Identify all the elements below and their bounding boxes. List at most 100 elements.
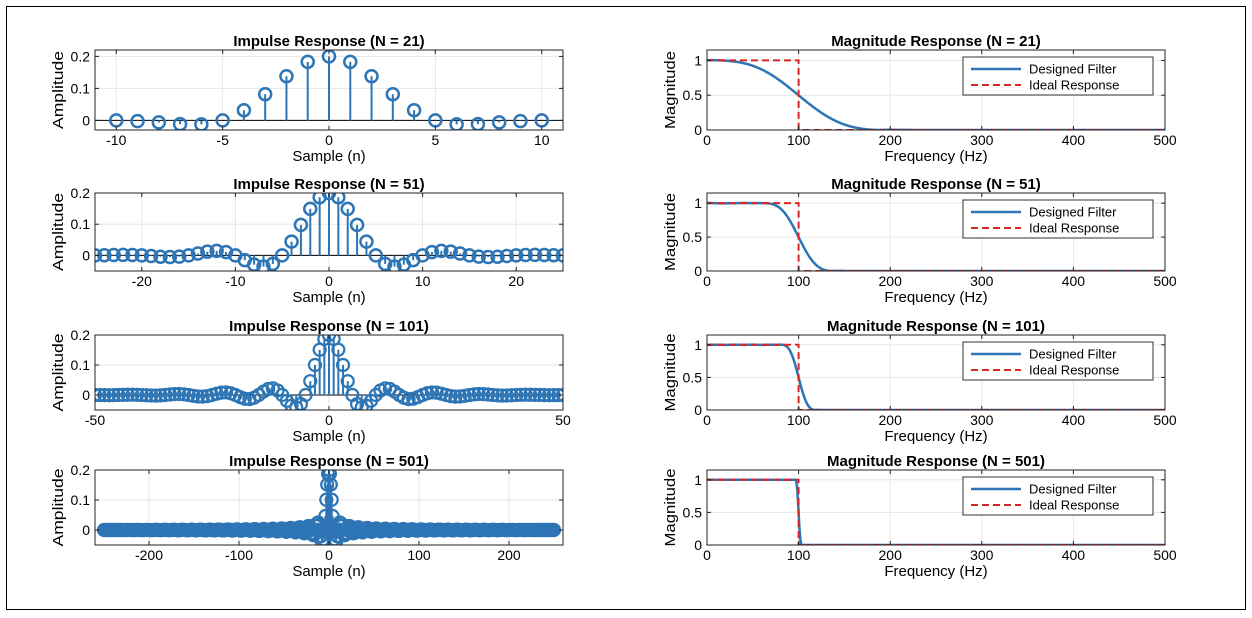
x-tick-label: 0 (703, 132, 711, 148)
x-tick-label: 500 (1153, 412, 1177, 428)
stem-marker (143, 248, 159, 264)
stem-marker (162, 387, 177, 402)
stem-marker (298, 387, 313, 403)
y-tick-label: 0.2 (71, 185, 91, 201)
stem-marker (257, 86, 273, 102)
stem-marker (448, 389, 463, 404)
stem-marker (532, 387, 547, 403)
stem-marker (504, 388, 519, 403)
stem-marker (167, 387, 182, 402)
stem-marker (181, 248, 196, 263)
stem-marker (200, 244, 215, 259)
panel-title: Impulse Response (N = 21) (233, 33, 424, 50)
stem-marker (513, 387, 528, 402)
x-tick-label: 200 (879, 273, 903, 289)
x-axis-label: Frequency (Hz) (884, 563, 987, 580)
stem-marker (194, 117, 209, 130)
x-tick-label: 5 (431, 132, 439, 148)
stem-marker (551, 387, 563, 403)
y-tick-label: 0 (694, 263, 702, 279)
stem-marker (462, 248, 477, 263)
stem-marker (134, 248, 150, 263)
panel-title: Impulse Response (N = 51) (233, 176, 424, 193)
y-tick-label: 0.1 (71, 357, 91, 373)
x-tick-label: 50 (555, 412, 571, 428)
panel-mag101: 0 100 200 300 400 500 0 0.5 1 Magnitude Response … (662, 318, 1177, 445)
x-tick-label: 400 (1062, 412, 1086, 428)
stem-marker (555, 387, 563, 403)
x-tick-label: 0 (703, 412, 711, 428)
axes-box (706, 334, 1166, 411)
stem-marker (130, 387, 145, 402)
y-axis-label: Amplitude (50, 193, 67, 271)
stem-marker (490, 249, 505, 264)
y-tick-label: 0.5 (683, 229, 703, 245)
y-tick-label: 0 (82, 522, 90, 538)
stem-marker (377, 256, 393, 271)
stem-marker (323, 477, 338, 492)
stem-marker (343, 54, 358, 70)
panel-imp51: -20 -10 0 10 20 0 0.1 0.2 Impulse Response (N = … (50, 176, 564, 306)
stem-marker (106, 388, 121, 403)
legend-box (962, 476, 1154, 516)
stem-marker (476, 387, 491, 402)
stem-marker (485, 387, 500, 403)
stem-marker (499, 388, 514, 403)
stem-marker (415, 248, 430, 263)
stem-marker (499, 248, 515, 264)
legend-entry: Designed Filter (1029, 482, 1117, 497)
stem-marker (340, 201, 355, 217)
x-tick-label: 300 (970, 547, 994, 563)
stem-marker (518, 247, 533, 263)
panel-imp21: -10 -5 0 5 10 0 0.1 0.2 Impulse Response (N = 21… (50, 33, 564, 165)
x-tick-label: 500 (1153, 547, 1177, 563)
panel-title: Impulse Response (N = 101) (229, 318, 429, 335)
x-tick-label: 100 (407, 547, 431, 563)
stem-marker (153, 249, 168, 264)
stem-marker (134, 387, 149, 403)
stem-marker (125, 387, 140, 402)
stem-marker (537, 247, 552, 263)
stem-marker (153, 388, 168, 403)
panel-title: Magnitude Response (N = 51) (831, 176, 1041, 193)
legend-box (962, 199, 1154, 239)
panel-title: Impulse Response (N = 501) (229, 453, 429, 470)
stem-marker (466, 387, 482, 402)
y-tick-label: 1 (694, 52, 702, 68)
stem-marker (443, 389, 458, 404)
x-tick-label: 0 (703, 273, 711, 289)
stem-marker (209, 243, 224, 259)
stem-marker (265, 256, 281, 271)
stem-marker (508, 248, 524, 263)
y-tick-label: 0.5 (683, 87, 703, 103)
legend-entry: Designed Filter (1029, 62, 1117, 77)
stem-marker (214, 385, 229, 400)
x-tick-label: 100 (787, 547, 811, 563)
stem-marker (349, 217, 365, 233)
panel-mag51: 0 100 200 300 400 500 0 0.5 1 Magnitude Response … (662, 176, 1177, 306)
x-axis-label: Sample (n) (292, 428, 365, 445)
stem-marker (364, 68, 379, 84)
x-tick-label: 20 (508, 273, 524, 289)
plot-content (95, 470, 563, 545)
legend-entry: Ideal Response (1029, 221, 1119, 236)
stem-marker (95, 387, 103, 403)
stem-marker (115, 387, 131, 402)
stem-marker (349, 396, 365, 410)
stem-marker (518, 387, 533, 402)
x-tick-label: -10 (106, 132, 126, 148)
x-tick-label: 10 (415, 273, 431, 289)
stem-marker (95, 248, 103, 263)
x-tick-label: 100 (787, 132, 811, 148)
y-tick-label: 1 (694, 337, 702, 353)
y-tick-label: 0.2 (71, 48, 91, 64)
y-axis-label: Amplitude (50, 469, 67, 547)
stem-marker (284, 234, 299, 249)
legend-box (962, 56, 1154, 96)
y-tick-label: 0 (82, 247, 90, 263)
panel-title: Magnitude Response (N = 501) (827, 453, 1045, 470)
stem-marker (324, 492, 339, 507)
